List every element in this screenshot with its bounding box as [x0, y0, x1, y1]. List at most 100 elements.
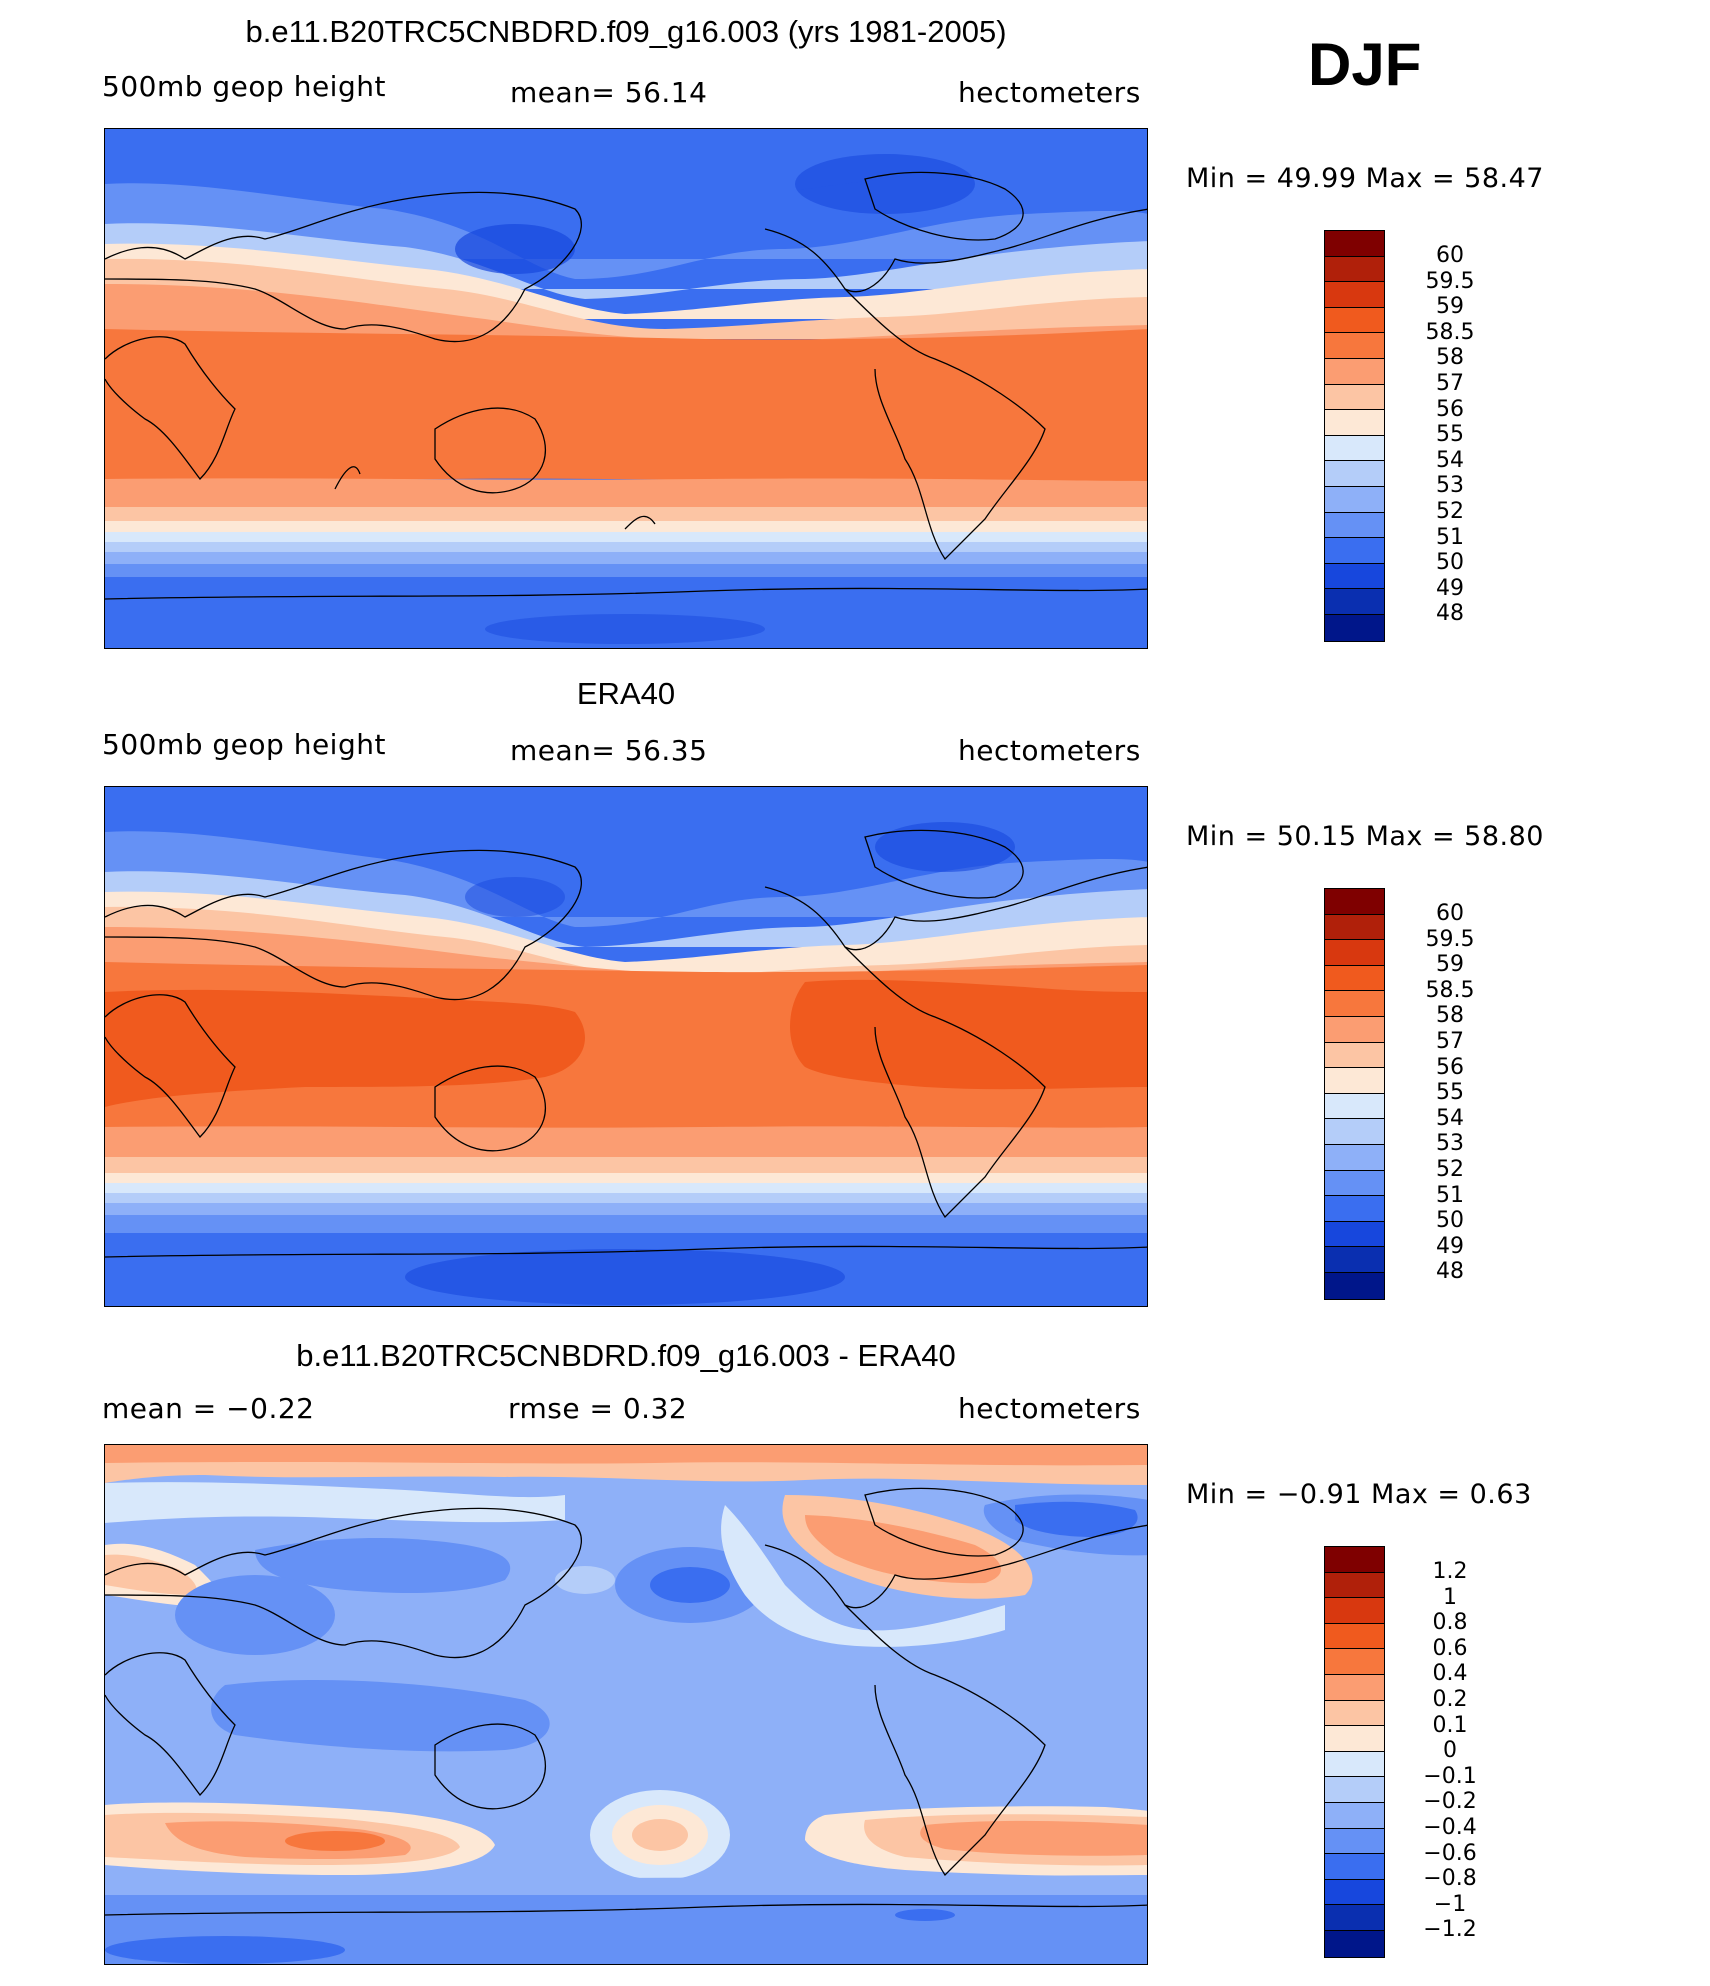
colorbar-swatch	[1325, 1777, 1384, 1803]
panel-2-contour-field	[105, 787, 1147, 1306]
colorbar-level-label: 53	[1436, 1131, 1464, 1157]
colorbar-swatch	[1325, 486, 1384, 513]
colorbar-level-label: 50	[1436, 550, 1464, 576]
colorbar-level-label: 54	[1436, 447, 1464, 473]
colorbar-swatch	[1325, 1598, 1384, 1624]
colorbar-swatch	[1325, 614, 1384, 641]
colorbar-level-label: 57	[1436, 1028, 1464, 1054]
colorbar-swatch	[1325, 1854, 1384, 1880]
colorbar-level-label: 54	[1436, 1105, 1464, 1131]
colorbar-level-label: −1.2	[1423, 1917, 1477, 1943]
panel-2-colorbar	[1324, 888, 1385, 1300]
panel-2-map	[104, 786, 1148, 1307]
colorbar-swatch	[1325, 1170, 1384, 1197]
colorbar-swatch	[1325, 563, 1384, 590]
colorbar-level-label: 58.5	[1425, 977, 1475, 1003]
colorbar-level-label: 60	[1436, 901, 1464, 926]
colorbar-level-label: 1	[1443, 1584, 1457, 1610]
season-label: DJF	[1308, 31, 1422, 98]
colorbar-swatch	[1325, 1802, 1384, 1829]
colorbar-level-label: −0.1	[1423, 1763, 1477, 1789]
colorbar-swatch	[1325, 1674, 1384, 1701]
colorbar-level-label: 48	[1436, 601, 1464, 627]
colorbar-level-label: 60	[1436, 243, 1464, 268]
colorbar-swatch	[1325, 940, 1384, 966]
panel-1-contour-field	[105, 129, 1147, 648]
panel-3-contour-field	[105, 1445, 1147, 1964]
colorbar-level-label: 0.4	[1432, 1661, 1468, 1687]
colorbar-swatch	[1325, 1623, 1384, 1650]
colorbar-level-label: 55	[1436, 1080, 1464, 1106]
panel-2-variable-label: 500mb geop height	[102, 728, 386, 761]
colorbar-level-label: 0.6	[1432, 1635, 1468, 1661]
colorbar-swatch	[1325, 1042, 1384, 1069]
colorbar-swatch	[1325, 1726, 1384, 1752]
colorbar-swatch	[1325, 1221, 1384, 1248]
colorbar-level-label: 58.5	[1425, 319, 1475, 345]
colorbar-level-label: 51	[1436, 524, 1464, 550]
colorbar-swatch	[1325, 1272, 1384, 1299]
panel-2-min-max: Min = 50.15 Max = 58.80	[1186, 821, 1544, 852]
panel-1-map	[104, 128, 1148, 649]
colorbar-swatch	[1325, 1649, 1384, 1675]
colorbar-level-label: 57	[1436, 370, 1464, 396]
colorbar-level-label: −0.4	[1423, 1814, 1477, 1840]
colorbar-swatch	[1325, 1068, 1384, 1094]
panel-3-colorbar	[1324, 1546, 1385, 1958]
colorbar-swatch	[1325, 589, 1384, 615]
colorbar-swatch	[1325, 889, 1384, 915]
colorbar-swatch	[1325, 1879, 1384, 1906]
colorbar-swatch	[1325, 1930, 1384, 1957]
colorbar-swatch	[1325, 1119, 1384, 1145]
colorbar-level-label: 59.5	[1425, 268, 1475, 294]
colorbar-swatch	[1325, 1751, 1384, 1778]
panel-3-map	[104, 1444, 1148, 1965]
coastlines	[105, 171, 1147, 600]
panel-3-rmse: rmse = 0.32	[508, 1392, 688, 1425]
colorbar-level-label: 0.8	[1432, 1610, 1468, 1636]
colorbar-level-label: 0.1	[1432, 1712, 1468, 1738]
colorbar-swatch	[1325, 1700, 1384, 1727]
colorbar-level-label: 56	[1436, 396, 1464, 422]
panel-3-min-max: Min = −0.91 Max = 0.63	[1186, 1479, 1532, 1510]
colorbar-level-label: 56	[1436, 1054, 1464, 1080]
colorbar-level-label: 58	[1436, 345, 1464, 371]
colorbar-level-label: 59	[1436, 952, 1464, 978]
colorbar-level-label: 52	[1436, 1156, 1464, 1182]
panel-3-title: b.e11.B20TRC5CNBDRD.f09_g16.003 - ERA40	[296, 1338, 956, 1373]
colorbar-swatch	[1325, 1144, 1384, 1171]
colorbar-level-label: 52	[1436, 498, 1464, 524]
panel-1-min-max: Min = 49.99 Max = 58.47	[1186, 163, 1544, 194]
colorbar-swatch	[1325, 1247, 1384, 1273]
panel-1-colorbar	[1324, 230, 1385, 642]
colorbar-level-label: 48	[1436, 1259, 1464, 1285]
colorbar-level-label: −0.2	[1423, 1789, 1477, 1815]
panel-1-variable-label: 500mb geop height	[102, 70, 386, 103]
panel-1-mean: mean= 56.14	[510, 76, 708, 109]
colorbar-level-label: −1	[1433, 1891, 1467, 1917]
colorbar-level-label: 59.5	[1425, 926, 1475, 952]
colorbar-level-label: −0.6	[1423, 1840, 1477, 1866]
colorbar-swatch	[1325, 1905, 1384, 1931]
colorbar-swatch	[1325, 991, 1384, 1017]
colorbar-level-label: 0	[1443, 1738, 1457, 1764]
colorbar-swatch	[1325, 1016, 1384, 1043]
colorbar-swatch	[1325, 538, 1384, 564]
colorbar-swatch	[1325, 512, 1384, 539]
colorbar-level-label: 50	[1436, 1208, 1464, 1234]
colorbar-swatch	[1325, 256, 1384, 283]
colorbar-swatch	[1325, 914, 1384, 941]
colorbar-swatch	[1325, 1828, 1384, 1855]
colorbar-level-label: 59	[1436, 294, 1464, 320]
panel-3-mean: mean = −0.22	[102, 1392, 315, 1425]
colorbar-level-label: −0.8	[1423, 1866, 1477, 1892]
panel-2-units: hectometers	[958, 734, 1141, 767]
colorbar-swatch	[1325, 1196, 1384, 1222]
colorbar-swatch	[1325, 410, 1384, 436]
colorbar-swatch	[1325, 1547, 1384, 1573]
colorbar-swatch	[1325, 435, 1384, 462]
colorbar-swatch	[1325, 384, 1384, 411]
colorbar-level-label: 49	[1436, 575, 1464, 601]
colorbar-swatch	[1325, 333, 1384, 359]
colorbar-level-label: 55	[1436, 422, 1464, 448]
